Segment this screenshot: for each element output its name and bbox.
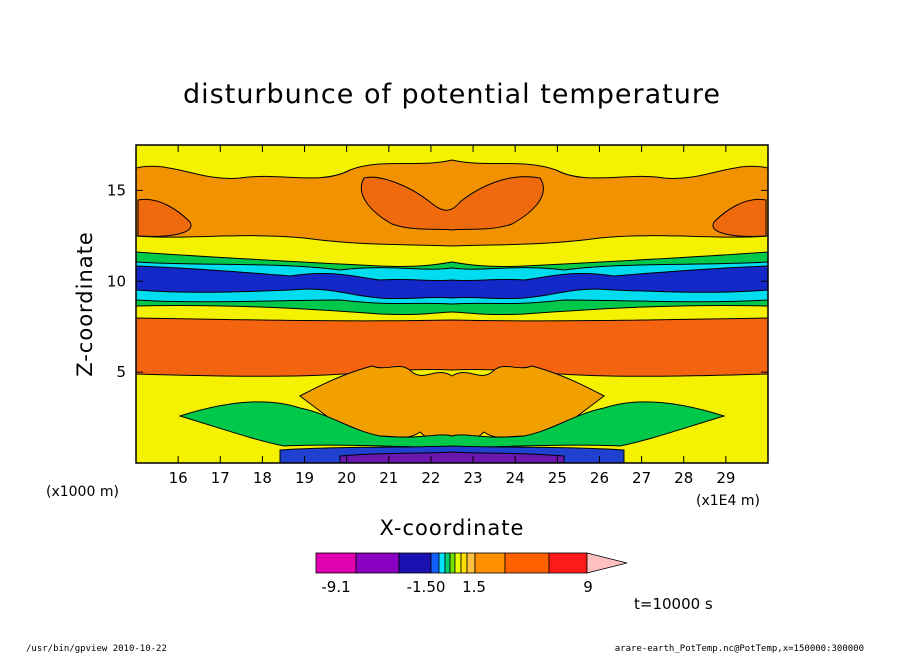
upper-red-orange-region: [137, 198, 192, 237]
y-tick-label: 15: [107, 181, 126, 199]
y-unit-label: (x1000 m): [46, 484, 119, 500]
colorbar-labels: -9.1 -1.50 1.5 9: [321, 578, 592, 596]
colorbar-tick-label: -9.1: [321, 578, 350, 596]
x-tick-label: 18: [253, 469, 272, 487]
colorbar-band: [438, 552, 446, 574]
x-tick-label: 26: [590, 469, 609, 487]
time-label: t=10000 s: [634, 595, 713, 613]
x-tick-label: 22: [421, 469, 440, 487]
upper-red-orange-region: [360, 176, 544, 231]
colorbar-band: [504, 552, 550, 574]
x-tick-label: 28: [674, 469, 693, 487]
y-axis-label: Z-coordinate: [73, 231, 97, 377]
colorbar-tick-label: 1.5: [462, 578, 486, 596]
colorbar: [315, 552, 628, 574]
y-tick-label: 5: [116, 363, 126, 381]
x-unit-label: (x1E4 m): [696, 493, 760, 509]
blue-core-region: [136, 265, 768, 300]
chart-title: disturbunce of potential temperature: [183, 79, 721, 110]
x-tick-label: 16: [169, 469, 188, 487]
mid-orange-region: [136, 317, 768, 377]
x-axis-label: X-coordinate: [380, 516, 525, 540]
x-tick-label: 23: [464, 469, 483, 487]
contour-fields: [136, 145, 768, 463]
x-tick-label: 24: [506, 469, 525, 487]
x-tick-label: 25: [548, 469, 567, 487]
colorbar-band: [398, 552, 432, 574]
colorbar-tick-label: 9: [583, 578, 593, 596]
colorbar-band: [466, 552, 476, 574]
plot-frame: [135, 144, 769, 464]
colorbar-tick-label: -1.50: [407, 578, 446, 596]
footer-left: /usr/bin/gpview 2010-10-22: [26, 644, 167, 654]
green-band-region: [178, 401, 726, 449]
surface-purple-region: [339, 451, 565, 463]
colorbar-band: [449, 552, 456, 574]
upper-red-orange-region: [712, 198, 767, 237]
colorbar-band: [430, 552, 440, 574]
colorbar-band: [355, 552, 400, 574]
x-ticks: 16 17 18 19 20 21 22 23 24 25 26 27 28 29: [169, 145, 735, 487]
colorbar-triangle: [586, 552, 628, 574]
x-tick-label: 27: [632, 469, 651, 487]
colorbar-band: [474, 552, 506, 574]
colorbar-band: [315, 552, 357, 574]
colorbar-band: [454, 552, 462, 574]
x-tick-label: 29: [716, 469, 735, 487]
colorbar-band: [548, 552, 588, 574]
colorbar-band: [444, 552, 451, 574]
x-tick-label: 19: [295, 469, 314, 487]
x-tick-label: 21: [379, 469, 398, 487]
upper-orange-region: [136, 159, 768, 247]
x-tick-label: 20: [337, 469, 356, 487]
y-tick-label: 10: [107, 272, 126, 290]
mountain-plume-region: [299, 365, 605, 441]
colorbar-band: [460, 552, 468, 574]
x-tick-label: 17: [211, 469, 230, 487]
plot-area: [136, 145, 768, 463]
footer-right: arare-earth_PotTemp.nc@PotTemp,x=150000:…: [615, 644, 864, 654]
y-ticks: 5 10 15: [107, 181, 768, 381]
